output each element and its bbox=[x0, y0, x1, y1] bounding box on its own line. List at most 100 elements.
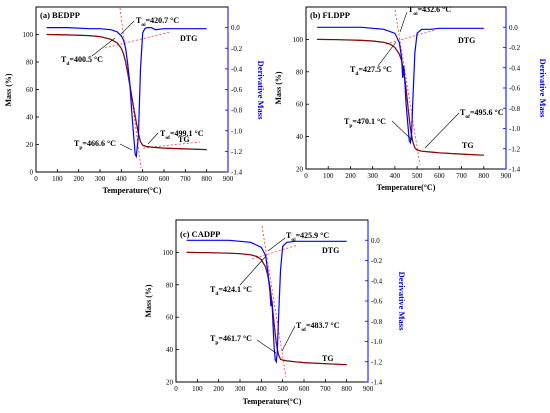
dtg-curve bbox=[186, 239, 347, 364]
panel-label: (a) BEDPP bbox=[40, 10, 80, 20]
y2-tick-label: -0.6 bbox=[371, 298, 383, 306]
x-tick-label: 700 bbox=[456, 172, 467, 180]
annotation-arrow-td bbox=[377, 41, 397, 67]
y2-tick-label: -1.4 bbox=[231, 169, 243, 177]
x-tick-label: 0 bbox=[34, 175, 38, 183]
y2-tick-label: -0.6 bbox=[509, 85, 521, 93]
annotation-toi: Toi=420.7 °C bbox=[136, 16, 179, 28]
y-tick-label: 40 bbox=[26, 114, 34, 122]
y-tick-label: 80 bbox=[166, 281, 174, 289]
annotation-tof: Tof=495.6 °C bbox=[460, 108, 504, 120]
x-axis-title: Temperature(°C) bbox=[243, 397, 302, 406]
dtg-curve bbox=[317, 26, 484, 145]
x-tick-label: 100 bbox=[192, 385, 203, 393]
annotation-tp: Tp=470.1 °C bbox=[344, 117, 386, 129]
y2-tick-label: 0.0 bbox=[231, 24, 240, 32]
x-tick-label: 300 bbox=[235, 385, 246, 393]
x-tick-label: 600 bbox=[434, 172, 445, 180]
y2-tick-label: 0.0 bbox=[371, 237, 380, 245]
y-tick-label: 0 bbox=[30, 169, 34, 177]
y2-tick-label: -1.4 bbox=[509, 166, 521, 174]
y2-tick-label: -1.0 bbox=[371, 338, 383, 346]
annotation-arrow-td bbox=[239, 255, 267, 286]
y2-axis-title: Derivative Mass bbox=[397, 272, 407, 331]
x-tick-label: 0 bbox=[174, 385, 178, 393]
y-tick-label: 80 bbox=[296, 68, 304, 76]
annotation-arrow-toi bbox=[399, 11, 408, 33]
x-tick-label: 700 bbox=[320, 385, 331, 393]
annotation-td: Td=427.5 °C bbox=[350, 65, 392, 77]
x-tick-label: 900 bbox=[501, 172, 512, 180]
y-axis-title: Mass (%) bbox=[4, 73, 13, 106]
tangent-guide-2 bbox=[385, 29, 436, 45]
y-tick-label: 60 bbox=[166, 314, 174, 322]
x-tick-label: 300 bbox=[95, 175, 106, 183]
y-axis-left: 20 40 60 80 100 bbox=[163, 249, 179, 387]
x-tick-label: 800 bbox=[479, 172, 490, 180]
x-axis-title: Temperature(°C) bbox=[103, 186, 162, 195]
x-tick-label: 400 bbox=[116, 175, 127, 183]
y2-tick-label: -0.6 bbox=[231, 86, 243, 94]
panel-label: (c) CADPP bbox=[180, 229, 220, 239]
chart-cadpp: 0 100 200 300 400 500 600 700 800 900 20 40 60 80 100… bbox=[144, 219, 407, 406]
annotation-arrow-toi bbox=[267, 237, 286, 252]
tangent-guide-1 bbox=[394, 9, 421, 166]
x-tick-label: 500 bbox=[412, 172, 423, 180]
y2-tick-label: -1.2 bbox=[509, 145, 521, 153]
y2-tick-label: -1.2 bbox=[231, 148, 243, 156]
y2-tick-label: -1.4 bbox=[371, 379, 383, 387]
y-tick-label: 80 bbox=[26, 59, 34, 67]
x-tick-label: 200 bbox=[345, 172, 356, 180]
y-axis-title: Mass (%) bbox=[274, 71, 283, 104]
annotation-tof: Tof=499.1 °C bbox=[160, 129, 204, 141]
tangent-guide-1 bbox=[261, 225, 287, 378]
y-tick-label: 20 bbox=[26, 141, 34, 149]
y-axis-right: 0.0 -0.2 -0.4 -0.6 -0.8 -1.0 -1.2 -1.4 bbox=[503, 7, 521, 174]
y2-tick-label: -0.4 bbox=[509, 64, 521, 72]
x-tick-label: 600 bbox=[159, 175, 170, 183]
x-tick-label: 200 bbox=[213, 385, 224, 393]
x-tick-label: 100 bbox=[323, 172, 334, 180]
annotation-arrow-tp bbox=[119, 143, 133, 151]
annotation-arrow-tof bbox=[281, 325, 296, 352]
annotation-arrow-tp bbox=[256, 339, 277, 354]
x-tick-label: 800 bbox=[341, 385, 352, 393]
tangent-guide-2 bbox=[104, 31, 171, 49]
y-axis-left: 0 20 40 60 80 100 bbox=[23, 31, 39, 177]
y-axis-right: 0.0 -0.2 -0.4 -0.6 -0.8 -1.0 -1.2 -1.4 bbox=[225, 7, 243, 177]
x-tick-label: 500 bbox=[277, 385, 288, 393]
y-axis-title: Mass (%) bbox=[144, 284, 153, 317]
tg-curve bbox=[186, 251, 347, 366]
series-label-dtg: DTG bbox=[322, 246, 339, 255]
x-tick-label: 900 bbox=[223, 175, 234, 183]
y2-tick-label: -0.4 bbox=[231, 65, 243, 73]
x-tick-label: 100 bbox=[52, 175, 63, 183]
x-tick-label: 0 bbox=[304, 172, 308, 180]
annotation-tp: Tp=466.6 °C bbox=[74, 139, 116, 151]
annotation-td: Td=424.1 °C bbox=[210, 285, 252, 297]
x-axis-title: Temperature(°C) bbox=[377, 183, 436, 192]
y2-tick-label: -0.4 bbox=[371, 277, 383, 285]
x-tick-label: 700 bbox=[180, 175, 191, 183]
plot-frame bbox=[35, 6, 229, 173]
x-tick-label: 600 bbox=[299, 385, 310, 393]
y2-tick-label: 0.0 bbox=[509, 24, 518, 32]
y2-tick-label: -0.2 bbox=[231, 45, 243, 53]
dtg-curve bbox=[46, 27, 207, 159]
y2-axis-title: Derivative Mass bbox=[256, 61, 266, 120]
series-label-dtg: DTG bbox=[458, 36, 475, 45]
x-tick-label: 400 bbox=[256, 385, 267, 393]
y-axis-right: 0.0 -0.2 -0.4 -0.6 -0.8 -1.0 -1.2 -1.4 bbox=[365, 220, 383, 387]
y2-tick-label: -0.8 bbox=[231, 107, 243, 115]
y2-tick-label: -1.0 bbox=[231, 127, 243, 135]
series-label-dtg: DTG bbox=[180, 34, 197, 43]
x-tick-label: 300 bbox=[367, 172, 378, 180]
y-tick-label: 40 bbox=[296, 133, 304, 141]
annotation-arrow-tof bbox=[147, 132, 159, 145]
y2-tick-label: -1.0 bbox=[509, 125, 521, 133]
annotation-toi: Toi=425.9 °C bbox=[286, 231, 329, 243]
x-tick-label: 200 bbox=[73, 175, 84, 183]
annotation-arrow-td bbox=[91, 37, 116, 57]
y2-tick-label: -0.2 bbox=[371, 257, 383, 265]
x-axis: 0 100 200 300 400 500 600 700 800 900 bbox=[34, 169, 234, 183]
